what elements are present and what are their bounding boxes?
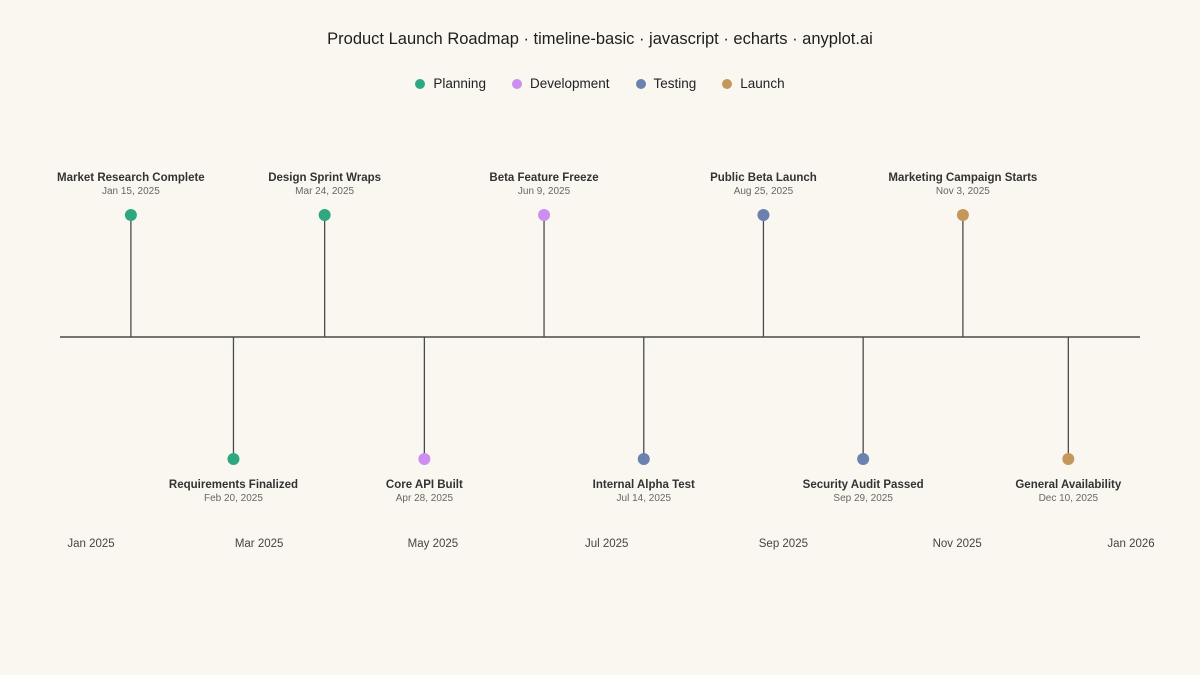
event-date: Nov 3, 2025 bbox=[936, 186, 990, 197]
event-title: Public Beta Launch bbox=[710, 172, 817, 184]
legend-marker bbox=[415, 78, 426, 89]
legend-label: Development bbox=[529, 76, 610, 91]
event-marker bbox=[956, 209, 969, 221]
event-general-availability[interactable]: General Availability Dec 10, 2025 bbox=[1015, 337, 1122, 504]
event-date: Jan 15, 2025 bbox=[102, 186, 160, 197]
event-date: Mar 24, 2025 bbox=[295, 186, 354, 197]
event-title: Core API Built bbox=[386, 479, 463, 491]
event-marketing-campaign-starts[interactable]: Marketing Campaign Starts Nov 3, 2025 bbox=[888, 172, 1037, 337]
event-security-audit-passed[interactable]: Security Audit Passed Sep 29, 2025 bbox=[803, 337, 924, 504]
event-title: Market Research Complete bbox=[57, 172, 205, 184]
legend: Planning Development Testing Launch bbox=[0, 76, 1200, 91]
legend-label: Planning bbox=[433, 76, 486, 91]
event-date: Jul 14, 2025 bbox=[617, 493, 672, 504]
event-market-research-complete[interactable]: Market Research Complete Jan 15, 2025 bbox=[57, 172, 205, 337]
x-tick-label: May 2025 bbox=[408, 538, 459, 550]
event-date: Jun 9, 2025 bbox=[518, 186, 571, 197]
event-requirements-finalized[interactable]: Requirements Finalized Feb 20, 2025 bbox=[169, 337, 298, 504]
event-date: Aug 25, 2025 bbox=[734, 186, 794, 197]
event-marker bbox=[1062, 453, 1075, 465]
event-marker bbox=[538, 209, 551, 221]
legend-item-launch[interactable]: Launch bbox=[722, 76, 785, 91]
x-tick-label: Jan 2026 bbox=[1107, 538, 1154, 550]
event-title: Design Sprint Wraps bbox=[268, 172, 381, 184]
legend-marker bbox=[511, 78, 522, 89]
legend-item-testing[interactable]: Testing bbox=[635, 76, 697, 91]
event-design-sprint-wraps[interactable]: Design Sprint Wraps Mar 24, 2025 bbox=[268, 172, 381, 337]
event-beta-feature-freeze[interactable]: Beta Feature Freeze Jun 9, 2025 bbox=[489, 172, 599, 337]
legend-item-development[interactable]: Development bbox=[511, 76, 610, 91]
x-tick-label: Jul 2025 bbox=[585, 538, 628, 550]
legend-marker bbox=[722, 78, 733, 89]
x-tick-label: Mar 2025 bbox=[235, 538, 284, 550]
x-tick-label: Jan 2025 bbox=[67, 538, 114, 550]
event-title: Requirements Finalized bbox=[169, 479, 298, 491]
legend-item-planning[interactable]: Planning bbox=[415, 76, 486, 91]
event-marker bbox=[857, 453, 870, 465]
event-public-beta-launch[interactable]: Public Beta Launch Aug 25, 2025 bbox=[710, 172, 817, 337]
event-title: Beta Feature Freeze bbox=[489, 172, 598, 184]
event-date: Apr 28, 2025 bbox=[396, 493, 454, 504]
x-tick-label: Sep 2025 bbox=[759, 538, 808, 550]
legend-label: Testing bbox=[653, 76, 697, 91]
event-marker bbox=[637, 453, 650, 465]
event-date: Feb 20, 2025 bbox=[204, 493, 263, 504]
event-internal-alpha-test[interactable]: Internal Alpha Test Jul 14, 2025 bbox=[593, 337, 695, 504]
event-date: Sep 29, 2025 bbox=[833, 493, 893, 504]
event-title: Internal Alpha Test bbox=[593, 479, 695, 491]
legend-label: Launch bbox=[740, 76, 785, 91]
event-core-api-built[interactable]: Core API Built Apr 28, 2025 bbox=[386, 337, 463, 504]
event-marker bbox=[227, 453, 240, 465]
event-date: Dec 10, 2025 bbox=[1039, 493, 1099, 504]
event-title: General Availability bbox=[1015, 479, 1121, 491]
legend-marker bbox=[635, 78, 646, 89]
event-marker bbox=[124, 209, 137, 221]
event-title: Marketing Campaign Starts bbox=[888, 172, 1037, 184]
x-tick-label: Nov 2025 bbox=[933, 538, 982, 550]
event-marker bbox=[418, 453, 431, 465]
event-marker bbox=[757, 209, 770, 221]
event-marker bbox=[318, 209, 331, 221]
event-title: Security Audit Passed bbox=[803, 479, 924, 491]
chart-title: Product Launch Roadmap · timeline-basic … bbox=[327, 30, 873, 48]
